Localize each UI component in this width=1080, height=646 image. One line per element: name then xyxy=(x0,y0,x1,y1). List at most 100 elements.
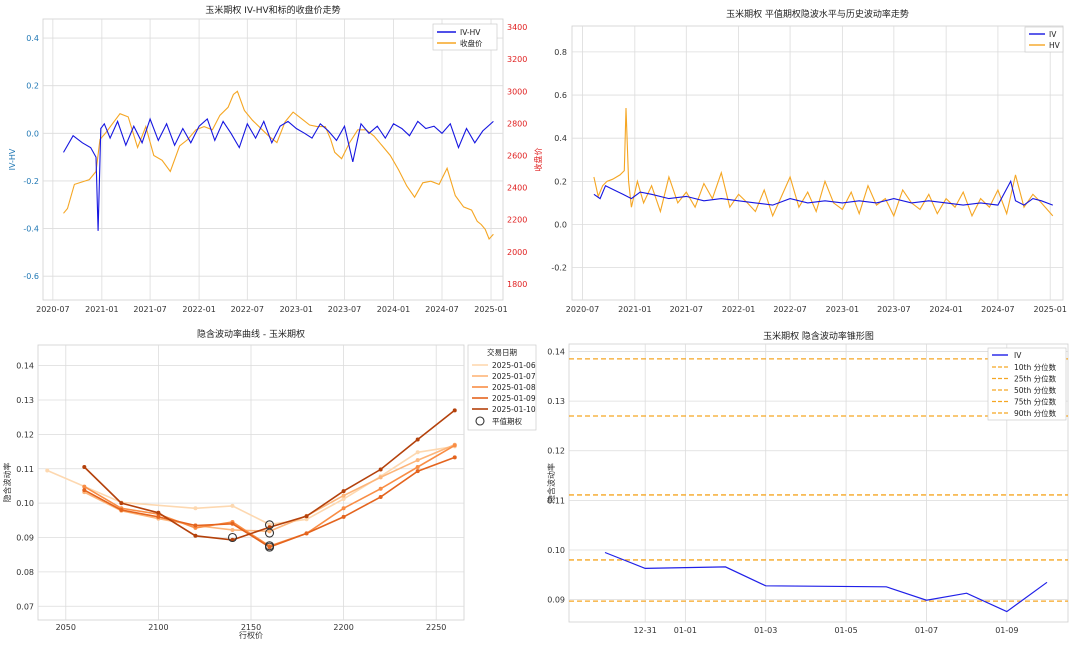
x-tick-label: 2022-07 xyxy=(773,305,806,314)
atm-marker xyxy=(264,528,275,538)
legend-atm-marker xyxy=(475,416,485,426)
data-point xyxy=(156,514,161,519)
x-tick-label: 2021-07 xyxy=(670,305,703,314)
x-tick-label: 2100 xyxy=(148,623,168,632)
y-tick-label: 0.12 xyxy=(547,447,565,456)
data-point xyxy=(82,465,87,470)
chart-iv-smile: 2050 2100 2150 2200 2250 0.07 0.08 0.09 0.10 0.11… xyxy=(2,328,537,640)
x-tick-label: 2024-01 xyxy=(929,305,962,314)
y-tick-label: 0.13 xyxy=(547,397,565,406)
y-tick-label: 0.09 xyxy=(16,534,34,543)
x-tick-label: 2021-01 xyxy=(85,305,118,314)
chart-iv-hv-trend: 2020-07 2021-01 2021-07 2022-01 2022-07 2023-… xyxy=(551,8,1067,314)
y-tick-label: 0.0 xyxy=(554,220,567,229)
x-tick-label: 01-05 xyxy=(834,626,857,635)
data-point xyxy=(304,517,309,522)
data-point xyxy=(452,408,457,413)
y2-tick-label: 3200 xyxy=(507,55,527,64)
data-point xyxy=(304,514,309,519)
y-tick-label: 0.07 xyxy=(16,602,34,611)
y2-tick-label: 2800 xyxy=(507,119,527,128)
y2-tick-label: 2200 xyxy=(507,216,527,225)
x-tick-label: 2250 xyxy=(426,623,446,632)
legend-label: 2025-01-10 xyxy=(492,405,536,414)
x-tick-label: 2025-01 xyxy=(1033,305,1066,314)
x-tick-label: 2022-01 xyxy=(182,305,215,314)
atm-marker xyxy=(264,542,275,552)
x-tick-label: 2024-07 xyxy=(981,305,1014,314)
legend-label: 10th 分位数 xyxy=(1014,362,1057,372)
data-point xyxy=(341,514,346,519)
x-tick-label: 2150 xyxy=(241,623,261,632)
legend-label: 75th 分位数 xyxy=(1014,397,1057,407)
x-tick-label: 2024-07 xyxy=(425,305,458,314)
chart-iv-cone: 12-31 01-01 01-03 01-05 01-07 01-09 0.09 0.10 0.… xyxy=(546,330,1069,635)
legend-label: 25th 分位数 xyxy=(1014,374,1057,384)
legend-box xyxy=(987,347,1067,421)
data-point xyxy=(119,501,124,506)
series-line-close-price xyxy=(63,90,494,241)
x-tick-label: 2022-01 xyxy=(722,305,755,314)
y-axis-label: 隐含波动率 xyxy=(546,463,556,503)
y2-tick-label: 2400 xyxy=(507,184,527,193)
legend-label: 2025-01-08 xyxy=(492,383,536,392)
series-line-iv-hv xyxy=(63,117,494,231)
legend-label: 50th 分位数 xyxy=(1014,385,1057,395)
data-point xyxy=(230,527,235,532)
y2-tick-label: 2600 xyxy=(507,151,527,160)
data-point xyxy=(82,488,87,493)
y-tick-label: 0.2 xyxy=(26,82,39,91)
y-tick-label: 0.8 xyxy=(554,48,567,57)
y-tick-label: 0.4 xyxy=(554,134,567,143)
data-point xyxy=(341,497,346,501)
y2-axis-label: 收盘价 xyxy=(533,148,543,172)
y-tick-label: -0.2 xyxy=(551,264,567,273)
data-point xyxy=(230,503,235,508)
x-tick-label: 2023-01 xyxy=(280,305,313,314)
data-point xyxy=(304,531,309,536)
chart-title: 玉米期权 IV-HV和标的收盘价走势 xyxy=(205,4,340,16)
y-tick-label: 0.14 xyxy=(547,347,565,356)
x-tick-label: 01-09 xyxy=(995,626,1018,635)
x-tick-label: 2024-01 xyxy=(377,305,410,314)
y-tick-label: -0.4 xyxy=(23,225,39,234)
data-point xyxy=(267,529,272,534)
plot-frame xyxy=(571,25,1064,301)
data-point xyxy=(415,465,420,470)
x-tick-label: 2023-07 xyxy=(328,305,361,314)
legend-label: HV xyxy=(1049,41,1061,50)
legend-label: 2025-01-07 xyxy=(492,372,536,381)
data-point xyxy=(45,468,50,473)
plot-frame xyxy=(568,343,1069,623)
y-tick-label: 0.11 xyxy=(16,465,34,474)
series-line-hv xyxy=(593,107,1054,218)
x-tick-label: 2022-07 xyxy=(231,305,264,314)
legend-label: 2025-01-06 xyxy=(492,361,536,370)
data-point xyxy=(378,486,383,491)
y2-tick-label: 2000 xyxy=(507,248,527,257)
data-point xyxy=(341,506,346,511)
legend-label: 2025-01-09 xyxy=(492,394,536,403)
y-tick-label: 0.11 xyxy=(547,496,565,505)
data-point xyxy=(267,522,272,527)
data-point xyxy=(415,458,420,463)
data-point xyxy=(82,484,87,489)
data-point xyxy=(378,475,383,480)
x-tick-label: 2023-07 xyxy=(877,305,910,314)
data-point xyxy=(452,443,457,448)
y-tick-label: 0.12 xyxy=(16,430,34,439)
legend-box xyxy=(432,23,498,51)
y-tick-label: 0.4 xyxy=(26,34,39,43)
legend-title: 交易日期 xyxy=(487,347,517,357)
data-point xyxy=(378,494,383,499)
chart-title: 隐含波动率曲线 - 玉米期权 xyxy=(197,328,305,340)
x-axis-label: 行权价 xyxy=(239,630,263,640)
x-tick-label: 2023-01 xyxy=(826,305,859,314)
data-point xyxy=(415,469,420,474)
x-tick-label: 01-01 xyxy=(674,626,697,635)
y-tick-label: 0.14 xyxy=(16,362,34,371)
y2-tick-label: 3000 xyxy=(507,87,527,96)
